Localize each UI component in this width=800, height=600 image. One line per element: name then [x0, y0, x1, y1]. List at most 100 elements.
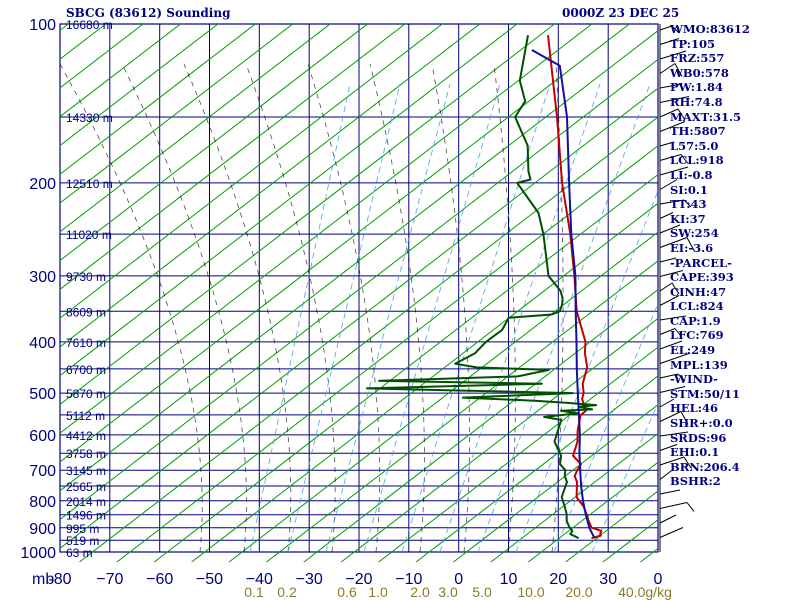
wind-barb — [659, 295, 680, 306]
mixing-ratio-label: 40.0g/kg — [618, 584, 672, 600]
wind-barb-flag — [686, 502, 695, 512]
dry-adiabat-line — [60, 87, 658, 549]
dry-adiabat-line — [60, 24, 257, 175]
height-label: 6700 m — [66, 363, 106, 377]
mixing-ratio-line — [553, 302, 658, 553]
height-label: 9730 m — [66, 270, 106, 284]
temperature-tick-label: −20 — [345, 571, 372, 588]
sounding-index: BRN:206.4 — [670, 459, 740, 474]
dry-adiabat-line — [60, 24, 219, 147]
wind-barb — [659, 25, 673, 31]
dry-adiabat-line — [60, 24, 369, 262]
sounding-index: RH:74.8 — [670, 94, 723, 109]
height-label: 11020 m — [66, 228, 112, 242]
height-label: 7610 m — [66, 336, 106, 350]
mixing-ratio-label: 1.0 — [368, 584, 388, 600]
sounding-index: WMO:83612 — [670, 22, 750, 36]
wind-barb — [659, 63, 676, 74]
temperature-tick-label: −50 — [196, 571, 223, 588]
wind-barb — [659, 141, 675, 147]
sounding-index: SI:0.1 — [670, 182, 708, 197]
wind-barb — [659, 179, 678, 190]
height-label: 63 m — [66, 546, 93, 560]
sounding-index: LFC:769 — [670, 328, 724, 343]
mixing-ratio-line — [591, 402, 658, 553]
dry-adiabat-line — [265, 260, 658, 562]
chart-title: SBCG (83612) Sounding — [66, 6, 231, 20]
wind-barb — [659, 514, 677, 524]
pressure-tick-label: 200 — [29, 176, 56, 193]
pressure-tick-label: 800 — [29, 494, 56, 511]
dry-adiabat-line — [60, 24, 444, 319]
mixing-ratio-line — [515, 189, 658, 553]
height-label: 12510 m — [66, 177, 113, 191]
pressure-tick-label: 400 — [29, 335, 56, 352]
sounding-index: TP:105 — [670, 36, 716, 51]
dry-adiabat-line — [78, 116, 658, 562]
dry-adiabat-line — [60, 30, 658, 492]
dewpoint-profile — [365, 35, 598, 540]
wind-barb — [659, 386, 686, 393]
temperature-tick-label: 30 — [599, 571, 617, 588]
height-label: 3758 m — [66, 447, 106, 461]
sounding-index: TH:5807 — [670, 124, 726, 139]
pressure-tick-label: 1000 — [20, 545, 56, 562]
dry-adiabat-line — [116, 145, 658, 562]
sounding-index: PW:1.84 — [670, 80, 724, 95]
wind-barb-flag — [674, 63, 683, 77]
wind-barb — [659, 199, 685, 205]
sounding-index: -PARCEL- — [670, 255, 732, 270]
wind-barb — [659, 456, 685, 466]
wind-barb — [659, 224, 681, 234]
height-label: 1496 m — [66, 509, 106, 523]
wind-barb — [659, 328, 676, 335]
wind-barb — [659, 489, 681, 495]
mixing-ratio-label: 0.1 — [244, 584, 264, 600]
height-label: 14330 m — [66, 111, 113, 125]
sounding-index: MPL:139 — [670, 357, 728, 372]
sounding-index: KI:37 — [670, 211, 706, 226]
height-label: 3145 m — [66, 464, 106, 478]
sounding-index: WB0:578 — [670, 65, 729, 80]
parcel-profile — [531, 49, 596, 539]
wind-barb — [659, 527, 684, 538]
temperature-tick-label: −70 — [96, 571, 123, 588]
dry-adiabat-line — [60, 24, 556, 406]
sounding-index: EHI:0.1 — [670, 445, 720, 460]
sounding-index: EI:-3.6 — [670, 240, 714, 255]
sounding-index: SHR+:0.0 — [670, 416, 733, 431]
mixing-ratio-label: 5.0 — [472, 584, 492, 600]
sounding-index: BSHR:2 — [670, 474, 721, 489]
wind-barb-flag — [671, 25, 680, 34]
sounding-index: L57:5.0 — [670, 138, 719, 153]
height-label: 2014 m — [66, 495, 106, 509]
mixing-ratio-line — [363, 83, 501, 553]
wind-barb-flag — [683, 199, 692, 208]
wind-barb — [659, 431, 689, 437]
height-label: 5112 m — [66, 409, 105, 423]
wind-barb-flag — [677, 108, 686, 121]
mixing-ratio-label: 0.2 — [277, 584, 297, 600]
wind-barb — [659, 212, 674, 219]
wind-barb-flag — [680, 154, 689, 164]
wind-barb — [659, 121, 686, 132]
dry-adiabat-line — [527, 461, 658, 562]
moist-adiabat-line — [307, 63, 381, 553]
sounding-index: CINH:47 — [670, 284, 727, 299]
dry-adiabat-line — [60, 58, 658, 521]
moist-adiabat-line — [183, 63, 292, 553]
wind-barb-flag — [683, 456, 692, 469]
sounding-index: EL:249 — [670, 343, 716, 358]
dry-adiabat-line — [60, 24, 331, 233]
sounding-index: FRZ:557 — [670, 51, 725, 66]
dry-adiabat-line — [60, 24, 481, 348]
mixing-ratio-line — [325, 83, 451, 553]
moist-adiabat-line — [493, 63, 516, 553]
moist-adiabat-line — [60, 63, 203, 553]
dry-adiabat-line — [0, 0, 17, 577]
mixing-ratio-label: 10.0 — [517, 584, 544, 600]
mixing-ratio-line — [287, 83, 401, 553]
pressure-tick-label: 500 — [29, 386, 56, 403]
pressure-tick-label: 900 — [29, 521, 56, 538]
